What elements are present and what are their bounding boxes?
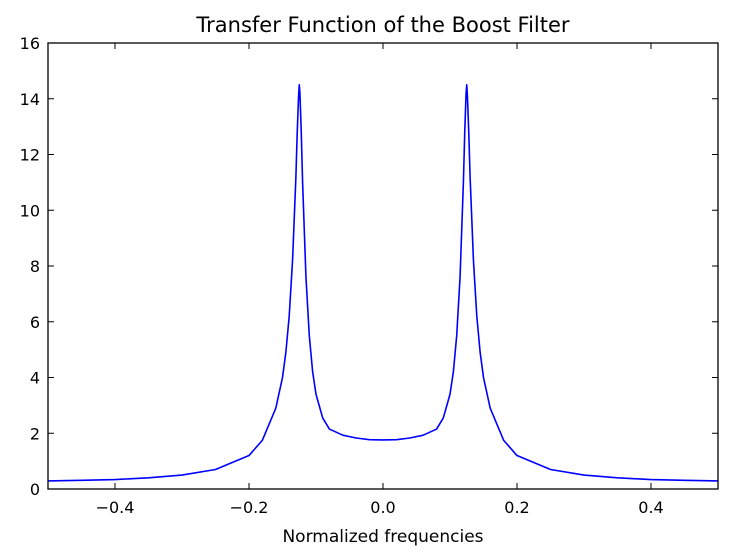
y-tick-label: 6 [30, 313, 40, 332]
y-tick-label: 8 [30, 257, 40, 276]
x-tick-label: 0.2 [504, 498, 529, 517]
x-tick-label: −0.2 [230, 498, 269, 517]
x-tick-label: −0.4 [96, 498, 135, 517]
plot-area [47, 42, 719, 490]
y-tick-label: 14 [20, 90, 40, 109]
y-tick-labels: 0 2 4 6 8 10 12 14 16 [20, 34, 40, 499]
y-tick-label: 10 [20, 201, 40, 220]
y-tick-label: 0 [30, 480, 40, 499]
y-tick-label: 2 [30, 424, 40, 443]
y-tick-label: 12 [20, 146, 40, 165]
x-tick-label: 0.0 [370, 498, 395, 517]
y-tick-label: 4 [30, 369, 40, 388]
y-tick-label: 16 [20, 34, 40, 53]
x-axis-label: Normalized frequencies [282, 527, 483, 547]
chart-title: Transfer Function of the Boost Filter [195, 13, 569, 37]
plot-background [48, 43, 718, 489]
series-layer [47, 84, 719, 482]
plot-frame [47, 42, 719, 490]
x-tick-label: 0.4 [638, 498, 663, 517]
x-tick-labels: −0.4 −0.2 0.0 0.2 0.4 [96, 498, 664, 517]
series-line-0 [47, 84, 719, 482]
